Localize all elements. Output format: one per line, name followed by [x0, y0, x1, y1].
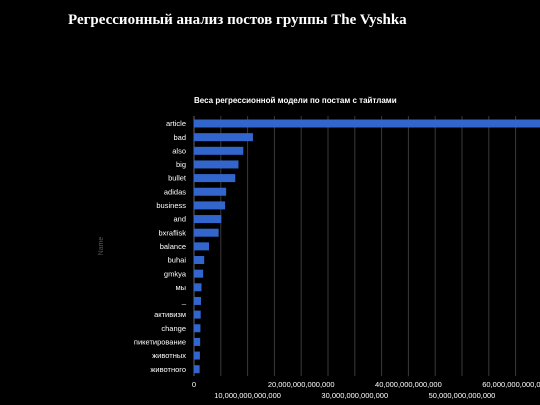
- bars: [194, 119, 540, 374]
- category-label-14: активизм: [154, 310, 186, 319]
- bar-12: [194, 283, 202, 292]
- category-label-0: article: [166, 119, 186, 128]
- category-label-2: also: [172, 146, 186, 155]
- bar-18: [194, 365, 200, 374]
- bar-1: [194, 133, 253, 142]
- bar-5: [194, 187, 227, 196]
- category-label-13: _: [181, 297, 187, 306]
- bar-16: [194, 337, 201, 346]
- category-label-11: gmkya: [164, 269, 187, 278]
- category-label-9: balance: [160, 242, 186, 251]
- bar-17: [194, 351, 200, 360]
- category-label-12: мы: [175, 283, 186, 292]
- y-axis-title: Name: [98, 237, 105, 256]
- page-title: Регрессионный анализ постов группы The V…: [68, 12, 407, 28]
- x-tick-label-top-2: 40,000,000,000,000: [375, 380, 442, 389]
- bar-3: [194, 160, 239, 169]
- category-label-8: bxraflisk: [158, 228, 186, 237]
- x-tick-label-top-3: 60,000,000,000,000: [482, 380, 540, 389]
- x-tick-label-top-0: 0: [192, 380, 196, 389]
- x-tick-label-bottom-1: 30,000,000,000,000: [321, 391, 388, 400]
- bar-2: [194, 146, 244, 155]
- category-label-4: bullet: [168, 174, 187, 183]
- category-label-1: bad: [173, 133, 186, 142]
- category-label-7: and: [173, 215, 186, 224]
- x-tick-label-bottom-0: 10,000,000,000,000: [214, 391, 281, 400]
- category-label-18: животного: [150, 365, 186, 374]
- bar-9: [194, 242, 210, 251]
- bar-10: [194, 256, 205, 264]
- bar-13: [194, 296, 201, 305]
- bar-6: [194, 201, 226, 210]
- bar-4: [194, 174, 236, 183]
- category-label-17: животных: [152, 351, 186, 360]
- category-label-10: buhai: [168, 256, 187, 265]
- category-label-6: business: [156, 201, 186, 210]
- category-label-3: big: [176, 160, 186, 169]
- bar-15: [194, 324, 201, 333]
- x-tick-labels: 0 20,000,000,000,000 40,000,000,000,000 60,…: [192, 380, 540, 400]
- bar-0: [194, 119, 540, 128]
- grid-lines: [193, 116, 517, 376]
- x-tick-label-top-1: 20,000,000,000,000: [268, 380, 335, 389]
- bar-7: [194, 215, 222, 224]
- bar-14: [194, 310, 201, 319]
- category-label-15: change: [161, 324, 186, 333]
- category-label-5: adidas: [164, 187, 186, 196]
- category-label-16: пикетирование: [134, 338, 186, 347]
- chart-title: Веса регрессионной модели по постам с та…: [194, 96, 397, 105]
- x-tick-label-bottom-2: 50,000,000,000,000: [429, 391, 496, 400]
- bar-8: [194, 228, 219, 237]
- category-labels: article bad also big bullet adidas business and…: [134, 119, 187, 374]
- bar-11: [194, 269, 204, 278]
